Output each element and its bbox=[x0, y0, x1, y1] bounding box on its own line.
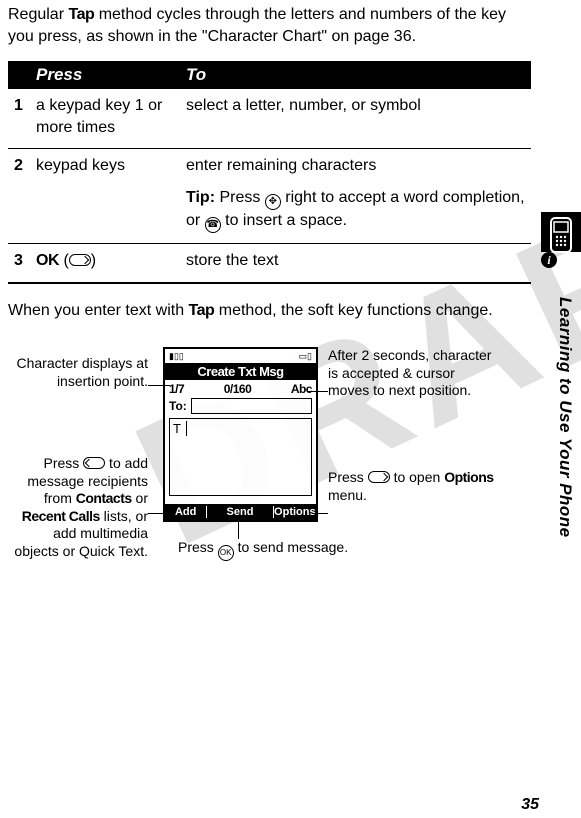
header-blank bbox=[8, 61, 30, 89]
info-row: 1/7 0/160 Abc bbox=[165, 380, 316, 396]
row3-num: 3 bbox=[8, 243, 30, 282]
ls-contacts: Contacts bbox=[76, 490, 132, 506]
row3-paren-close: ) bbox=[91, 252, 96, 269]
soft-left[interactable]: Add bbox=[165, 506, 207, 518]
input-mode: Abc bbox=[291, 382, 312, 396]
right-soft-key-icon bbox=[368, 471, 390, 483]
signal-icon: ▮▯▯ bbox=[169, 351, 184, 362]
phone-screen: ▮▯▯ ▭▯ Create Txt Msg 1/7 0/160 Abc To: … bbox=[163, 347, 318, 522]
status-bar: ▮▯▯ ▭▯ bbox=[165, 349, 316, 363]
after-tap: Tap bbox=[189, 302, 215, 319]
c-a: Press bbox=[178, 539, 218, 555]
table-row: 2 keypad keys enter remaining characters… bbox=[8, 149, 531, 244]
rs-c: menu. bbox=[328, 487, 367, 503]
lead-line bbox=[148, 513, 168, 514]
ls-recent: Recent Calls bbox=[22, 508, 100, 524]
soft-key-bar: Add Send Options bbox=[165, 504, 316, 520]
ok-key-icon: OK bbox=[218, 545, 234, 561]
right-soft-key-icon bbox=[69, 254, 91, 266]
row1-press: a keypad key 1 or more times bbox=[30, 89, 180, 149]
after-paragraph: When you enter text with Tap method, the… bbox=[8, 300, 531, 322]
after-rest: method, the soft key functions change. bbox=[214, 302, 492, 319]
soft-right[interactable]: Options bbox=[274, 506, 316, 518]
table-row: 1 a keypad key 1 or more times select a … bbox=[8, 89, 531, 149]
body-char: T bbox=[173, 421, 181, 436]
side-strip: i Learning to Use Your Phone bbox=[541, 212, 581, 642]
row2-press: keypad keys bbox=[30, 149, 180, 244]
row2-to: enter remaining characters Tip: Press ✥ … bbox=[180, 149, 531, 244]
row2-tip: Tip: Press ✥ right to accept a word comp… bbox=[186, 187, 525, 233]
page-indicator: 1/7 bbox=[169, 382, 184, 396]
callout-center-send: Press OK to send message. bbox=[178, 539, 378, 561]
row1-num: 1 bbox=[8, 89, 30, 149]
cursor bbox=[182, 421, 187, 436]
space-key-icon: ☎ bbox=[205, 217, 221, 233]
rs-options: Options bbox=[444, 469, 493, 485]
tip-label: Tip: bbox=[186, 189, 215, 206]
callout-right-soft: Press to open Options menu. bbox=[328, 469, 508, 504]
page-content: Regular Tap method cycles through the le… bbox=[0, 0, 581, 607]
press-to-table: Press To 1 a keypad key 1 or more times … bbox=[8, 61, 531, 283]
lead-line bbox=[313, 513, 328, 514]
table-row: 3 OK () store the text bbox=[8, 243, 531, 282]
lead-line bbox=[148, 385, 170, 386]
char-counter: 0/160 bbox=[224, 382, 252, 396]
c-b: to send message. bbox=[234, 539, 348, 555]
ls-or: or bbox=[132, 490, 148, 506]
message-body[interactable]: T bbox=[169, 418, 312, 496]
rs-b: to open bbox=[390, 469, 445, 485]
row3-ok: OK bbox=[36, 252, 59, 269]
after-prefix: When you enter text with bbox=[8, 302, 189, 319]
row3-paren-open: ( bbox=[59, 252, 69, 269]
phone-icon: i bbox=[541, 212, 581, 284]
left-soft-key-icon bbox=[83, 457, 105, 469]
tip-after: to insert a space. bbox=[221, 212, 347, 229]
row2-to-line1: enter remaining characters bbox=[186, 155, 525, 177]
row1-to: select a letter, number, or symbol bbox=[180, 89, 531, 149]
nav-key-icon: ✥ bbox=[265, 194, 281, 210]
screen-title: Create Txt Msg bbox=[165, 363, 316, 380]
row3-press: OK () bbox=[30, 243, 180, 282]
callout-char-insert: Character displays at insertion point. bbox=[8, 355, 148, 390]
tip-before: Press bbox=[215, 189, 265, 206]
to-field[interactable] bbox=[191, 398, 312, 414]
table-header-row: Press To bbox=[8, 61, 531, 89]
battery-icon: ▭▯ bbox=[299, 351, 312, 362]
rs-a: Press bbox=[328, 469, 368, 485]
callout-after2: After 2 seconds, character is accepted &… bbox=[328, 347, 498, 400]
lead-line bbox=[238, 522, 239, 539]
header-press: Press bbox=[30, 61, 180, 89]
to-row: To: bbox=[165, 396, 316, 416]
soft-center[interactable]: Send bbox=[207, 506, 273, 518]
to-label: To: bbox=[169, 399, 187, 413]
header-to: To bbox=[180, 61, 531, 89]
row3-to: store the text bbox=[180, 243, 531, 282]
ls-a: Press bbox=[43, 455, 83, 471]
side-text: Learning to Use Your Phone bbox=[555, 297, 575, 538]
page-number: 35 bbox=[521, 796, 539, 814]
callout-left-soft: Press to add message recipients from Con… bbox=[8, 455, 148, 560]
diagram: ▮▯▯ ▭▯ Create Txt Msg 1/7 0/160 Abc To: … bbox=[8, 347, 531, 607]
intro-tap: Tap bbox=[68, 6, 94, 23]
lead-line bbox=[308, 391, 328, 392]
intro-paragraph: Regular Tap method cycles through the le… bbox=[8, 4, 531, 47]
row2-num: 2 bbox=[8, 149, 30, 244]
intro-prefix: Regular bbox=[8, 6, 68, 23]
